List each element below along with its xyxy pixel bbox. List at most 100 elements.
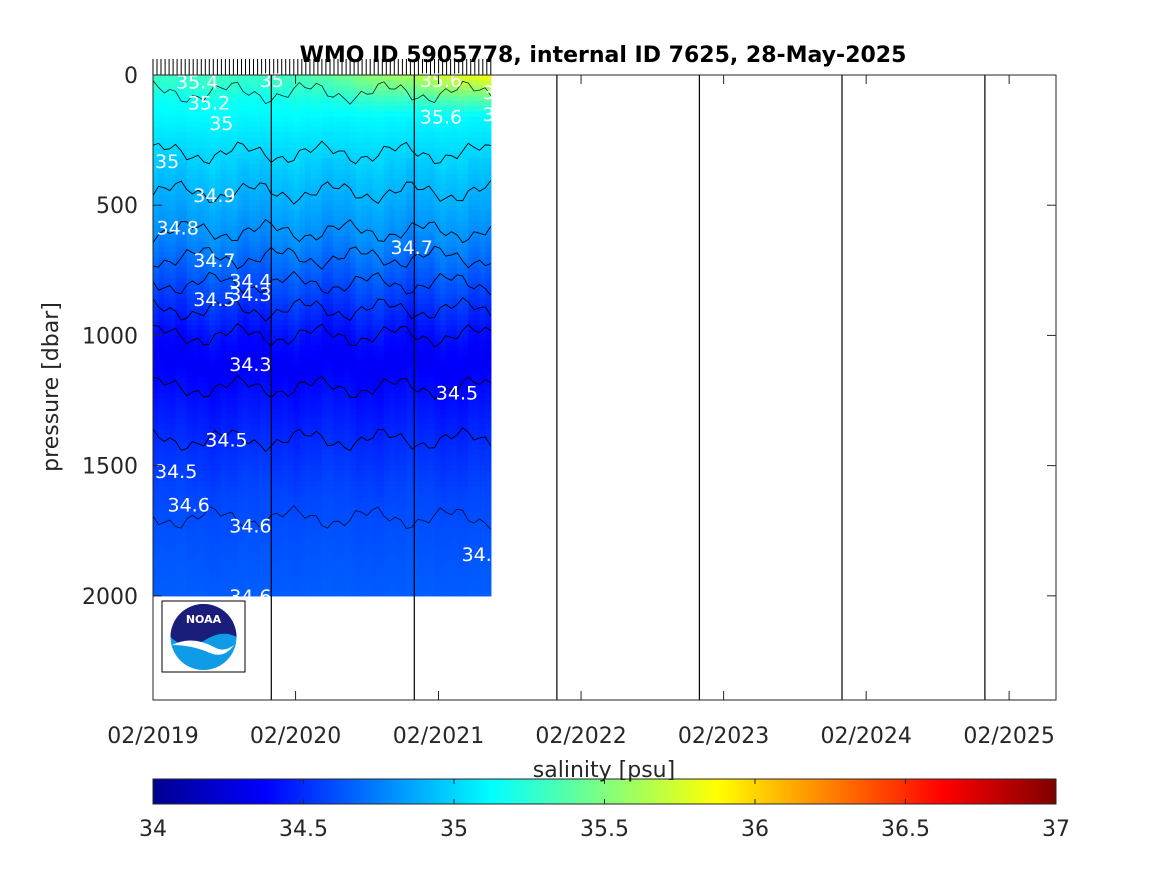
heatmap-cell xyxy=(243,288,250,295)
heatmap-cell xyxy=(186,455,194,462)
heatmap-cell xyxy=(389,460,396,467)
heatmap-cell xyxy=(192,538,199,545)
heatmap-cell xyxy=(305,137,312,144)
heatmap-cell xyxy=(209,392,216,399)
heatmap-cell xyxy=(214,200,222,206)
heatmap-cell xyxy=(423,554,430,560)
heatmap-cell xyxy=(231,507,239,514)
heatmap-cell xyxy=(248,189,255,196)
heatmap-cell xyxy=(271,163,278,170)
heatmap-cell xyxy=(350,173,357,180)
heatmap-cell xyxy=(203,220,210,227)
heatmap-cell xyxy=(214,173,222,180)
heatmap-cell xyxy=(192,382,199,389)
heatmap-cell xyxy=(299,231,306,238)
heatmap-cell xyxy=(169,356,177,363)
heatmap-cell xyxy=(395,163,402,170)
heatmap-cell xyxy=(321,554,329,560)
heatmap-cell xyxy=(237,314,244,321)
heatmap-cell xyxy=(288,147,295,154)
heatmap-cell xyxy=(383,345,391,352)
heatmap-cell xyxy=(153,486,160,493)
heatmap-cell xyxy=(248,257,255,264)
heatmap-cell xyxy=(265,173,272,180)
heatmap-cell xyxy=(164,444,171,451)
heatmap-cell xyxy=(282,101,289,107)
heatmap-cell xyxy=(153,142,160,149)
heatmap-cell xyxy=(378,75,385,81)
heatmap-cell xyxy=(344,533,351,540)
heatmap-cell xyxy=(254,408,261,415)
heatmap-cell xyxy=(338,486,346,493)
heatmap-cell xyxy=(226,507,233,514)
heatmap-cell xyxy=(361,481,368,488)
heatmap-cell xyxy=(203,413,210,420)
heatmap-cell xyxy=(361,434,368,441)
heatmap-cell xyxy=(350,226,357,232)
heatmap-cell xyxy=(338,403,346,409)
heatmap-cell xyxy=(203,314,210,321)
heatmap-cell xyxy=(243,116,250,123)
heatmap-cell xyxy=(259,371,267,378)
heatmap-cell xyxy=(361,241,368,248)
heatmap-cell xyxy=(338,502,346,508)
heatmap-cell xyxy=(338,173,346,180)
heatmap-cell xyxy=(321,496,329,503)
heatmap-cell xyxy=(310,559,317,566)
heatmap-cell xyxy=(383,538,391,545)
heatmap-cell xyxy=(158,106,165,113)
heatmap-cell xyxy=(293,278,300,284)
heatmap-cell xyxy=(164,356,171,363)
heatmap-cell xyxy=(406,80,413,87)
heatmap-cell xyxy=(316,418,323,425)
heatmap-cell xyxy=(203,517,210,524)
heatmap-cell xyxy=(158,173,165,180)
heatmap-cell xyxy=(310,361,317,368)
heatmap-cell xyxy=(288,377,295,383)
heatmap-cell xyxy=(231,418,239,425)
heatmap-cell xyxy=(383,554,391,560)
heatmap-cell xyxy=(378,470,385,477)
heatmap-cell xyxy=(293,101,300,107)
heatmap-cell xyxy=(310,200,317,206)
heatmap-cell xyxy=(327,283,334,290)
heatmap-cell xyxy=(158,335,165,342)
heatmap-cell xyxy=(271,476,278,482)
heatmap-cell xyxy=(338,340,346,347)
heatmap-cell xyxy=(316,543,323,550)
heatmap-cell xyxy=(248,215,255,222)
heatmap-cell xyxy=(372,470,379,477)
heatmap-cell xyxy=(237,236,244,243)
heatmap-cell xyxy=(164,418,171,425)
heatmap-cell xyxy=(226,528,233,534)
heatmap-cell xyxy=(338,559,346,566)
heatmap-cell xyxy=(158,543,165,550)
heatmap-cell xyxy=(231,450,239,456)
heatmap-cell xyxy=(395,486,402,493)
heatmap-cell xyxy=(220,470,227,477)
heatmap-cell xyxy=(237,205,244,212)
heatmap-cell xyxy=(321,522,329,529)
heatmap-cell xyxy=(158,507,165,514)
heatmap-cell xyxy=(237,111,244,118)
heatmap-cell xyxy=(175,554,182,560)
heatmap-cell xyxy=(243,345,250,352)
heatmap-cell xyxy=(372,142,379,149)
heatmap-cell xyxy=(164,429,171,435)
heatmap-cell xyxy=(265,397,272,404)
heatmap-cell xyxy=(333,496,340,503)
heatmap-cell xyxy=(181,533,188,540)
heatmap-cell xyxy=(237,184,244,191)
heatmap-cell xyxy=(338,564,346,571)
heatmap-cell xyxy=(203,496,210,503)
heatmap-cell xyxy=(412,283,419,290)
heatmap-cell xyxy=(248,194,255,201)
heatmap-cell xyxy=(265,194,272,201)
heatmap-cell xyxy=(428,366,436,373)
heatmap-cell xyxy=(282,450,289,456)
heatmap-cell xyxy=(237,252,244,258)
heatmap-cell xyxy=(333,356,340,363)
heatmap-cell xyxy=(423,95,430,102)
heatmap-cell xyxy=(271,226,278,232)
heatmap-cell xyxy=(316,168,323,175)
